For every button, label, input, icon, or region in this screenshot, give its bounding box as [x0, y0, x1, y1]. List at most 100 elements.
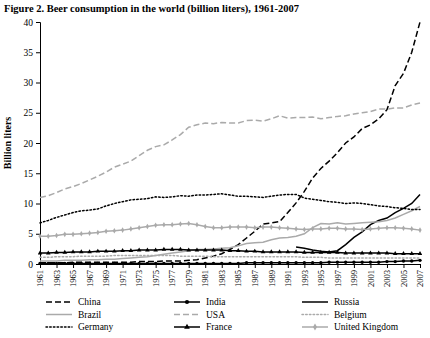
marker: [220, 225, 223, 231]
marker: [336, 260, 339, 263]
tick: 1997: [333, 264, 343, 287]
tick-label: 30: [24, 78, 34, 88]
marker: [153, 247, 158, 251]
marker: [278, 261, 281, 264]
marker: [277, 249, 282, 253]
tick: 2001: [366, 264, 376, 287]
marker: [344, 226, 347, 232]
tick: 10: [24, 199, 41, 209]
tick-label: 2003: [382, 270, 392, 287]
marker: [253, 225, 256, 231]
marker: [385, 250, 390, 254]
tick-label: 1991: [283, 270, 293, 287]
tick-label: 1967: [85, 270, 95, 287]
plot: 0510152025303540196119631965196719691971…: [24, 18, 426, 287]
marker: [47, 262, 50, 265]
legend-label: France: [206, 322, 232, 332]
legend-swatch: [46, 326, 72, 328]
legend-label: China: [78, 297, 101, 307]
y-axis: 0510152025303540: [24, 18, 41, 270]
marker: [113, 228, 116, 234]
marker: [303, 227, 306, 233]
tick-mark: [36, 204, 40, 205]
marker: [47, 233, 50, 239]
marker: [121, 262, 124, 265]
marker: [178, 247, 183, 251]
tick: 1969: [101, 264, 111, 287]
tick: 1967: [85, 264, 95, 287]
marker: [278, 225, 281, 231]
legend-label: Brazil: [78, 310, 102, 320]
tick: 1993: [300, 264, 310, 287]
marker: [410, 259, 413, 262]
marker: [88, 230, 91, 236]
legend-swatch: [46, 301, 72, 303]
tick-label: 1999: [349, 270, 359, 287]
marker: [294, 261, 297, 264]
marker: [154, 262, 157, 265]
marker: [401, 251, 406, 255]
marker: [270, 261, 273, 264]
marker: [261, 261, 264, 264]
marker: [120, 248, 125, 252]
tick-label: 40: [24, 18, 34, 28]
marker: [195, 222, 198, 228]
tick: 1995: [316, 264, 326, 287]
marker: [369, 260, 372, 263]
marker: [129, 262, 132, 265]
marker: [187, 262, 190, 265]
marker: [63, 250, 68, 254]
marker: [129, 226, 132, 232]
tick: 20: [24, 139, 41, 149]
tick-label: 1989: [267, 270, 277, 287]
marker: [237, 224, 240, 230]
marker: [418, 259, 421, 262]
marker: [376, 250, 381, 254]
marker: [294, 249, 299, 253]
marker: [394, 260, 397, 263]
tick-label: 1977: [167, 270, 177, 287]
marker: [343, 250, 348, 254]
marker: [245, 224, 248, 230]
tick-mark: [255, 264, 256, 268]
legend-item: Germany: [46, 322, 114, 332]
tick: 2003: [382, 264, 392, 287]
tick-label: 1979: [184, 270, 194, 287]
marker: [244, 249, 249, 253]
marker: [228, 224, 231, 230]
tick-mark: [304, 264, 305, 268]
tick: 1981: [200, 264, 210, 287]
marker: [162, 262, 165, 265]
tick-label: 1971: [118, 270, 128, 287]
tick-label: 25: [24, 108, 34, 118]
series-line: [40, 194, 420, 223]
tick: 1989: [267, 264, 277, 287]
marker: [245, 261, 248, 264]
marker: [80, 231, 83, 237]
marker: [71, 249, 76, 253]
marker: [146, 224, 149, 230]
tick-mark: [36, 143, 40, 144]
marker: [203, 247, 208, 251]
marker: [154, 222, 157, 228]
marker: [162, 247, 167, 251]
legend-marker: [185, 300, 189, 304]
marker: [327, 250, 332, 254]
marker: [270, 224, 273, 230]
tick-label: 1997: [333, 270, 343, 287]
tick-label: 1987: [250, 270, 260, 287]
marker: [88, 262, 91, 265]
legend-item: USA: [174, 310, 225, 320]
tick-label: 5: [28, 229, 33, 239]
marker: [344, 260, 347, 263]
series-line: [40, 223, 420, 236]
tick-mark: [36, 22, 40, 23]
marker: [319, 226, 322, 232]
marker: [368, 250, 373, 254]
marker: [328, 226, 331, 232]
marker: [179, 221, 182, 227]
tick-label: 1981: [200, 270, 210, 287]
legend-swatch: [174, 314, 200, 316]
legend-swatch: [302, 301, 328, 303]
tick-label: 1983: [217, 270, 227, 287]
